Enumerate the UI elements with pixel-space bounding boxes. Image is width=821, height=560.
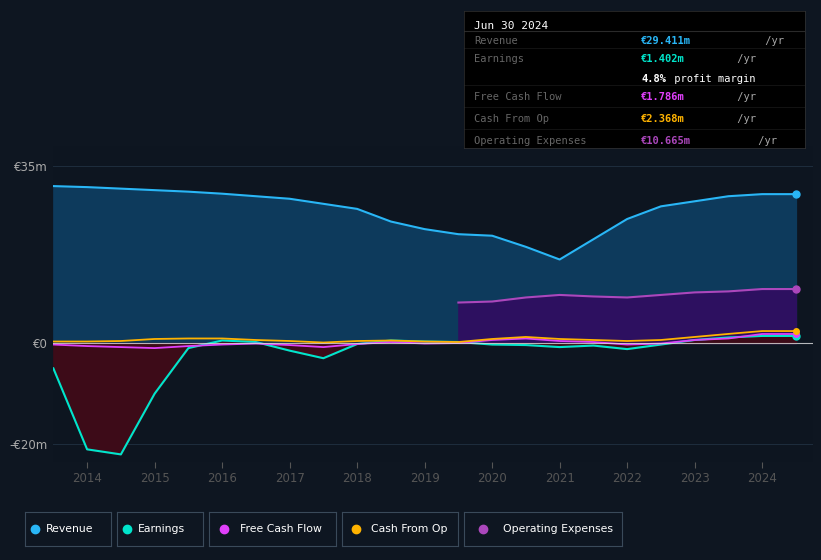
Text: €10.665m: €10.665m	[641, 136, 691, 146]
Text: Operating Expenses: Operating Expenses	[503, 524, 613, 534]
Text: Earnings: Earnings	[474, 54, 524, 64]
Text: Earnings: Earnings	[138, 524, 186, 534]
Text: profit margin: profit margin	[668, 74, 756, 85]
Text: €29.411m: €29.411m	[641, 36, 691, 46]
Text: €1.402m: €1.402m	[641, 54, 685, 64]
Text: Revenue: Revenue	[46, 524, 94, 534]
Text: 4.8%: 4.8%	[641, 74, 666, 85]
Text: /yr: /yr	[752, 136, 777, 146]
Text: €2.368m: €2.368m	[641, 114, 685, 124]
Text: /yr: /yr	[732, 54, 756, 64]
Text: /yr: /yr	[732, 114, 756, 124]
Text: Cash From Op: Cash From Op	[371, 524, 447, 534]
Text: Free Cash Flow: Free Cash Flow	[241, 524, 322, 534]
Text: Revenue: Revenue	[474, 36, 518, 46]
Text: Free Cash Flow: Free Cash Flow	[474, 92, 562, 102]
Text: Jun 30 2024: Jun 30 2024	[474, 21, 548, 31]
Text: Operating Expenses: Operating Expenses	[474, 136, 586, 146]
Text: /yr: /yr	[759, 36, 783, 46]
Text: €1.786m: €1.786m	[641, 92, 685, 102]
Text: Cash From Op: Cash From Op	[474, 114, 549, 124]
Text: /yr: /yr	[732, 92, 756, 102]
